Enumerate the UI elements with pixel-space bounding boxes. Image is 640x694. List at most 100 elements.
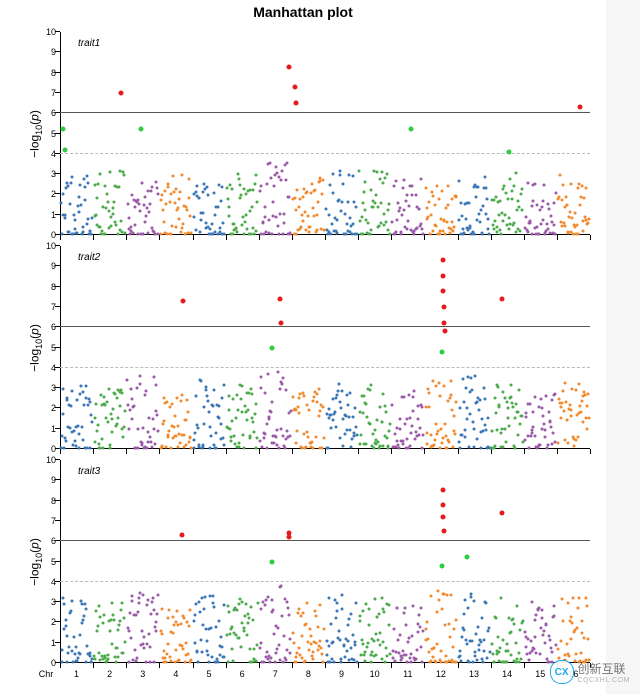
x-tick (259, 449, 260, 454)
snp-point (368, 233, 371, 236)
snp-point (239, 645, 242, 648)
snp-highlight (62, 147, 67, 152)
snp-point (317, 201, 320, 204)
snp-point (156, 430, 159, 433)
snp-point (168, 609, 171, 612)
snp-point (244, 221, 247, 224)
snp-point (501, 188, 504, 191)
snp-point (388, 653, 391, 656)
snp-point (552, 224, 555, 227)
snp-point (564, 382, 567, 385)
snp-point (567, 602, 570, 605)
snp-point (373, 640, 376, 643)
snp-point (238, 183, 241, 186)
snp-point (271, 200, 274, 203)
snp-point (458, 441, 461, 444)
snp-point (534, 396, 537, 399)
snp-point (258, 646, 261, 649)
snp-point (433, 204, 436, 207)
snp-point (187, 197, 190, 200)
snp-point (568, 210, 571, 213)
snp-point (566, 203, 569, 206)
snp-point (152, 376, 155, 379)
snp-point (336, 394, 339, 397)
snp-point (417, 630, 420, 633)
snp-point (519, 229, 522, 232)
snp-highlight (293, 84, 298, 89)
snp-point (485, 428, 488, 431)
snp-point (124, 640, 127, 643)
snp-point (112, 408, 115, 411)
snp-point (171, 225, 174, 228)
x-tick (590, 235, 591, 240)
snp-point (513, 222, 516, 225)
snp-point (532, 647, 535, 650)
snp-point (237, 442, 240, 445)
snp-point (459, 654, 462, 657)
x-tick (159, 449, 160, 454)
snp-point (147, 632, 150, 635)
snp-point (585, 187, 588, 190)
snp-point (454, 619, 457, 622)
snp-point (580, 185, 583, 188)
snp-point (160, 632, 163, 635)
snp-point (96, 424, 99, 427)
snp-point (79, 183, 82, 186)
snp-point (520, 414, 523, 417)
snp-point (110, 413, 113, 416)
snp-point (439, 394, 442, 397)
snp-point (206, 395, 209, 398)
snp-point (341, 607, 344, 610)
snp-point (413, 389, 416, 392)
snp-point (163, 189, 166, 192)
snp-point (150, 185, 153, 188)
snp-point (67, 184, 70, 187)
snp-point (116, 422, 119, 425)
snp-point (281, 170, 284, 173)
snp-point (560, 402, 563, 405)
snp-point (267, 595, 270, 598)
snp-point (167, 186, 170, 189)
snp-point (244, 214, 247, 217)
snp-point (73, 439, 76, 442)
snp-point (400, 230, 403, 233)
y-tick-label: 0 (38, 444, 56, 454)
snp-point (550, 650, 553, 653)
snp-point (227, 395, 230, 398)
snp-point (78, 634, 81, 637)
snp-point (471, 661, 474, 664)
snp-point (512, 184, 515, 187)
snp-point (486, 198, 489, 201)
snp-point (326, 447, 329, 450)
snp-point (344, 213, 347, 216)
snp-point (149, 661, 152, 664)
snp-point (359, 620, 362, 623)
snp-point (560, 639, 563, 642)
snp-point (160, 198, 163, 201)
snp-point (166, 436, 169, 439)
snp-point (293, 197, 296, 200)
snp-point (420, 178, 423, 181)
snp-point (281, 435, 284, 438)
snp-point (223, 443, 226, 446)
snp-point (178, 659, 181, 662)
x-tick (391, 449, 392, 454)
snp-point (438, 598, 441, 601)
snp-highlight (500, 510, 505, 515)
snp-point (543, 422, 546, 425)
snp-point (106, 421, 109, 424)
snp-point (152, 608, 155, 611)
snp-point (414, 437, 417, 440)
snp-point (412, 396, 415, 399)
snp-point (365, 402, 368, 405)
snp-point (216, 661, 219, 664)
snp-point (439, 233, 442, 236)
snp-point (466, 417, 469, 420)
snp-point (312, 446, 315, 449)
snp-point (229, 428, 232, 431)
snp-point (482, 661, 485, 664)
snp-point (143, 393, 146, 396)
snp-point (138, 210, 141, 213)
snp-point (367, 641, 370, 644)
snp-point (514, 447, 517, 450)
